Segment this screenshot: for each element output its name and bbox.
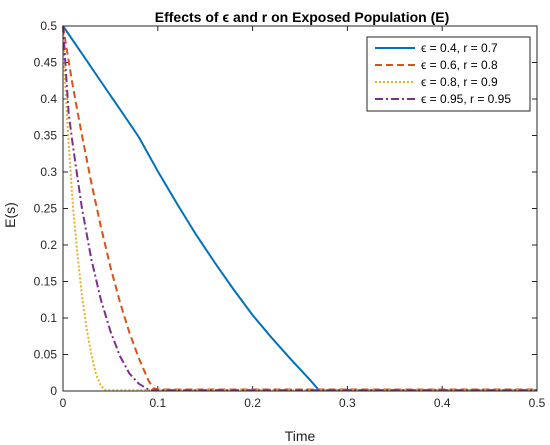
legend-label: ϵ = 0.8, r = 0.9 (421, 75, 498, 89)
legend-label: ϵ = 0.6, r = 0.8 (421, 58, 498, 72)
y-tick-label: 0.1 (40, 311, 57, 325)
y-tick-label: 0.15 (34, 275, 58, 289)
x-tick-label: 0.1 (149, 396, 166, 410)
series-layer (62, 25, 537, 392)
x-tick-label: 0.4 (434, 396, 451, 410)
x-tick-label: 0.3 (339, 396, 356, 410)
y-tick-label: 0.5 (40, 19, 57, 33)
x-tick-label: 0.2 (244, 396, 261, 410)
y-axis-label: E(s) (2, 202, 18, 228)
y-tick-label: 0.25 (34, 202, 58, 216)
y-tick-label: 0.45 (34, 56, 58, 70)
y-tick-label: 0.3 (40, 165, 57, 179)
x-tick-label: 0 (60, 396, 67, 410)
chart-title: Effects of ϵ and r on Exposed Population… (155, 9, 450, 25)
y-tick-label: 0 (50, 384, 57, 398)
legend: ϵ = 0.4, r = 0.7 ϵ = 0.6, r = 0.8 ϵ = 0.8,… (366, 36, 531, 112)
legend-label: ϵ = 0.4, r = 0.7 (421, 41, 498, 55)
x-tick-label: 0.5 (529, 396, 546, 410)
y-tick-label: 0.4 (40, 92, 57, 106)
x-axis-label: Time (285, 428, 316, 444)
y-tick-label: 0.35 (34, 129, 58, 143)
series-line-4 (62, 25, 537, 392)
y-tick-label: 0.2 (40, 238, 57, 252)
axis-ticks: 0 0.1 0.2 0.3 0.4 0.5 0 0.05 0.1 0.15 0.2 0.25 0.3 0.… (34, 19, 546, 410)
plot-frame (62, 25, 538, 392)
y-tick-label: 0.05 (34, 348, 58, 362)
legend-label: ϵ = 0.95, r = 0.95 (421, 92, 511, 106)
